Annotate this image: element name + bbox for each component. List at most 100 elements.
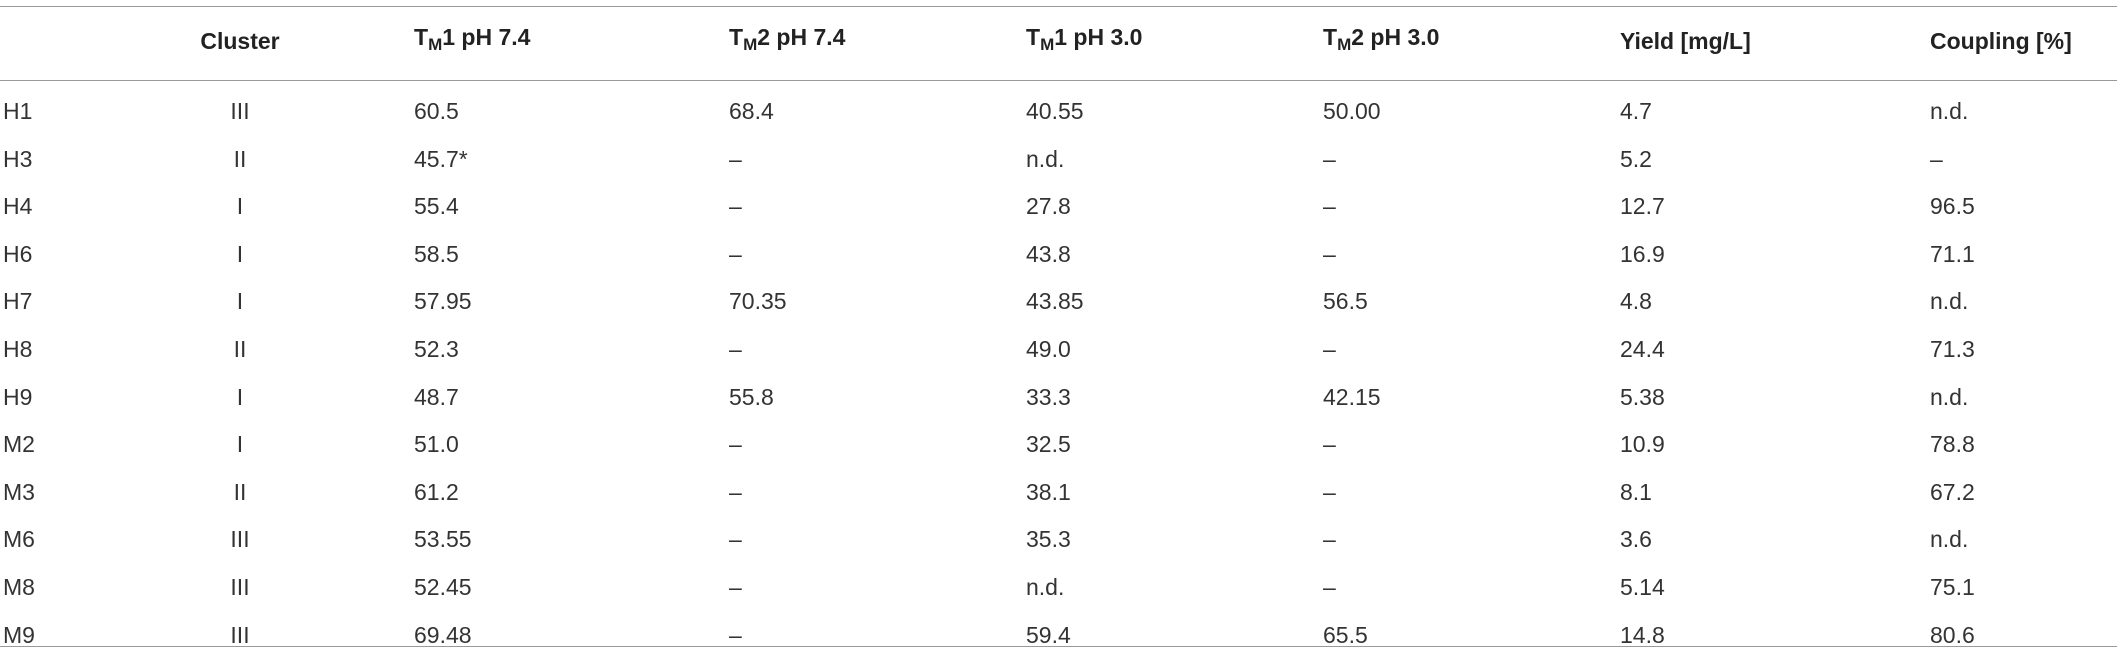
- row-label: M3: [3, 478, 35, 505]
- table-cell: n.d.: [1026, 145, 1065, 172]
- table-cell: –: [1323, 336, 1336, 362]
- table-cell: 67.2: [1930, 478, 1975, 505]
- table-cell: 38.1: [1026, 478, 1071, 505]
- table-cell: 40.55: [1026, 98, 1084, 124]
- table-cell: –: [1323, 478, 1336, 505]
- table-cell: 75.1: [1930, 574, 1975, 600]
- table-cell: 71.3: [1930, 336, 1975, 362]
- row-label: H3: [3, 145, 33, 172]
- table-cell: –: [729, 526, 742, 553]
- row-label: M6: [3, 526, 35, 553]
- table-cell: –: [1323, 240, 1336, 267]
- table-cell: 61.2: [414, 478, 459, 505]
- row-label: H6: [3, 240, 33, 267]
- table-cell: 57.95: [414, 288, 472, 315]
- table-cell: –: [1323, 193, 1336, 220]
- header-subscript: M: [1040, 35, 1055, 54]
- table-cell: 52.45: [414, 574, 472, 600]
- table-cell: 32.5: [1026, 431, 1071, 458]
- row-label: H4: [3, 193, 33, 220]
- table-cell: 5.2: [1620, 145, 1652, 172]
- table-cell: –: [729, 240, 742, 267]
- table-cell: 16.9: [1620, 240, 1665, 267]
- header-cell: TM1 pH 7.4: [414, 22, 530, 60]
- table-cell: –: [729, 145, 742, 172]
- table-cell: 24.4: [1620, 336, 1665, 362]
- row-label: H1: [3, 98, 33, 124]
- table-cell: I: [236, 288, 244, 315]
- header-rest: 2 pH 7.4: [757, 24, 846, 50]
- table-cell: III: [230, 526, 250, 553]
- table-cell: 56.5: [1323, 288, 1368, 315]
- table-cell: 52.3: [414, 336, 459, 362]
- table-cell: 45.7*: [414, 145, 468, 172]
- row-label: H9: [3, 383, 33, 410]
- table-cell: 55.4: [414, 193, 459, 220]
- table-cell: –: [1323, 526, 1336, 553]
- table-cell: I: [236, 193, 244, 220]
- table-cell: –: [729, 574, 742, 600]
- table-cell: 80.6: [1930, 621, 1975, 648]
- table-cell: –: [1930, 145, 1943, 172]
- table-cell: I: [236, 383, 244, 410]
- table-cell: 4.8: [1620, 288, 1652, 315]
- table-cell: 4.7: [1620, 98, 1652, 124]
- table-cell: 51.0: [414, 431, 459, 458]
- row-label: M9: [3, 621, 35, 648]
- bottom-rule: [0, 646, 2117, 647]
- table-cell: 5.14: [1620, 574, 1665, 600]
- header-symbol: T: [1323, 24, 1338, 50]
- header-subscript: M: [1337, 35, 1352, 54]
- table-cell: 69.48: [414, 621, 472, 648]
- header-symbol: T: [1026, 24, 1041, 50]
- table-cell: 55.8: [729, 383, 774, 410]
- table-cell: n.d.: [1930, 98, 1969, 124]
- table-cell: I: [236, 431, 244, 458]
- table-cell: 3.6: [1620, 526, 1652, 553]
- table-cell: 78.8: [1930, 431, 1975, 458]
- table-cell: 5.38: [1620, 383, 1665, 410]
- header-rest: 2 pH 3.0: [1351, 24, 1440, 50]
- table-cell: 53.55: [414, 526, 472, 553]
- row-label: H7: [3, 288, 33, 315]
- table-cell: –: [1323, 145, 1336, 172]
- header-symbol: T: [414, 24, 429, 50]
- header-cell: Coupling [%]: [1930, 28, 2072, 54]
- table-cell: III: [230, 98, 250, 124]
- table-cell: 50.00: [1323, 98, 1381, 124]
- table-cell: I: [236, 240, 244, 267]
- table-cell: II: [233, 336, 247, 362]
- header-rule: [0, 80, 2117, 81]
- header-subscript: M: [428, 35, 443, 54]
- header-cell: TM2 pH 7.4: [729, 22, 845, 60]
- header-subscript: M: [743, 35, 758, 54]
- table-cell: 43.85: [1026, 288, 1084, 315]
- row-label: H8: [3, 336, 33, 362]
- header-symbol: T: [729, 24, 744, 50]
- table-cell: 12.7: [1620, 193, 1665, 220]
- table-cell: 70.35: [729, 288, 787, 315]
- header-cell: TM1 pH 3.0: [1026, 22, 1142, 60]
- table-cell: –: [729, 193, 742, 220]
- table-cell: 27.8: [1026, 193, 1071, 220]
- row-label: M8: [3, 574, 35, 600]
- table-cell: 71.1: [1930, 240, 1975, 267]
- table-cell: 35.3: [1026, 526, 1071, 553]
- table-cell: 48.7: [414, 383, 459, 410]
- header-rest: 1 pH 3.0: [1054, 24, 1143, 50]
- table-cell: –: [729, 478, 742, 505]
- table-cell: –: [729, 621, 742, 648]
- header-cell: TM2 pH 3.0: [1323, 22, 1439, 60]
- table-cell: 10.9: [1620, 431, 1665, 458]
- table-cell: n.d.: [1930, 288, 1969, 315]
- row-label: M2: [3, 431, 35, 458]
- header-rest: 1 pH 7.4: [442, 24, 531, 50]
- table-cell: II: [233, 478, 247, 505]
- top-rule: [0, 6, 2117, 7]
- table-cell: 42.15: [1323, 383, 1381, 410]
- table-cell: n.d.: [1930, 526, 1969, 553]
- header-cell: Cluster: [200, 28, 280, 54]
- table-cell: n.d.: [1026, 574, 1065, 600]
- table-cell: 60.5: [414, 98, 459, 124]
